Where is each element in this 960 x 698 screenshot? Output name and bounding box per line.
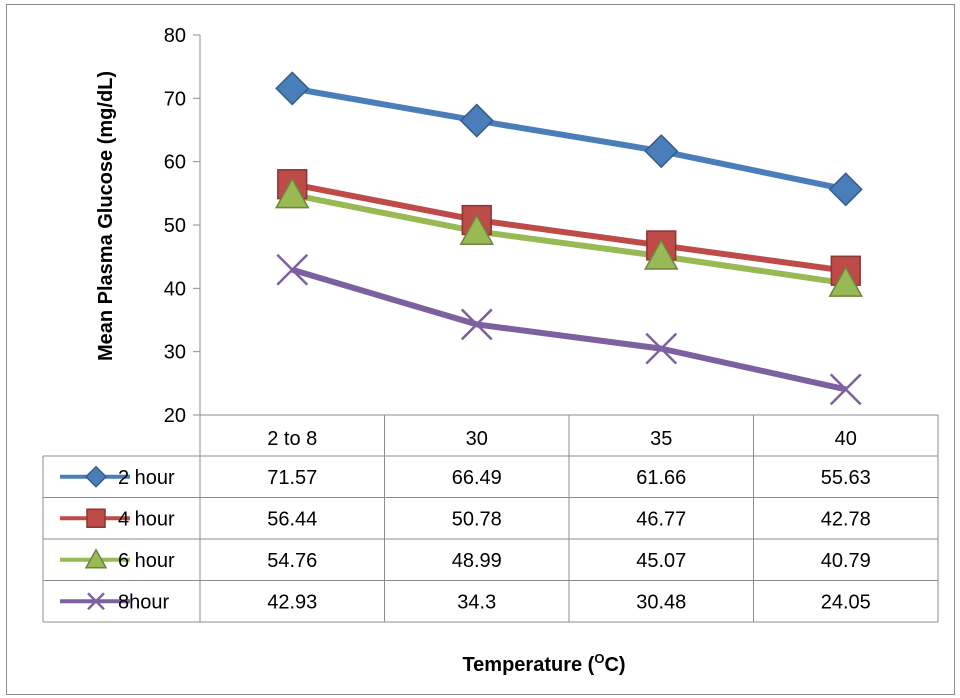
y-tick-label: 50 (164, 215, 186, 237)
x-axis-title-suffix: C) (604, 654, 625, 676)
data-point-3 (276, 253, 309, 286)
table-value: 40.79 (821, 550, 871, 572)
x-marker-stroke (460, 308, 493, 341)
data-point-2 (828, 265, 864, 297)
legend-marker (87, 592, 105, 611)
x-marker-stroke (829, 373, 862, 406)
legend-marker (86, 508, 106, 528)
table-value: 42.93 (267, 591, 317, 613)
series-line-3 (291, 266, 847, 393)
x-marker-stroke (87, 592, 105, 611)
legend-label: 8hour (118, 591, 169, 613)
y-tick-label: 20 (164, 405, 186, 427)
table-value: 24.05 (821, 591, 871, 613)
table-value: 56.44 (267, 508, 317, 530)
x-category-label: 2 to 8 (267, 428, 317, 450)
legend-marker (84, 465, 108, 488)
table-value: 66.49 (452, 467, 502, 489)
data-point-0 (644, 134, 679, 169)
legend-label: 2 hour (118, 467, 175, 489)
data-point-2 (274, 177, 310, 209)
data-point-3 (460, 308, 493, 341)
table-value: 48.99 (452, 550, 502, 572)
table-value: 30.48 (636, 591, 686, 613)
x-category-label: 35 (650, 428, 672, 450)
data-point-3 (829, 373, 862, 406)
series-line-1 (291, 181, 847, 274)
table-value: 55.63 (821, 467, 871, 489)
y-tick-label: 30 (164, 342, 186, 364)
x-axis-title: Temperature (OC) (462, 651, 625, 676)
y-tick-label: 60 (164, 152, 186, 174)
x-marker-stroke (276, 253, 309, 286)
table-value: 46.77 (636, 508, 686, 530)
y-tick-label: 40 (164, 278, 186, 300)
legend-marker (84, 548, 108, 569)
data-point-0 (828, 172, 863, 207)
y-tick-label: 80 (164, 25, 186, 47)
data-point-0 (275, 71, 310, 106)
table-value: 50.78 (452, 508, 502, 530)
table-value: 42.78 (821, 508, 871, 530)
legend-label: 4 hour (118, 508, 175, 530)
x-category-label: 30 (466, 428, 488, 450)
legend-label: 6 hour (118, 550, 175, 572)
series-line-0 (291, 85, 847, 193)
data-point-2 (459, 213, 495, 245)
table-value: 34.3 (457, 591, 496, 613)
x-axis-title-main: Temperature ( (462, 654, 594, 676)
y-tick-label: 70 (164, 88, 186, 110)
data-point-3 (645, 332, 678, 365)
table-value: 71.57 (267, 467, 317, 489)
series-line-2 (291, 191, 847, 287)
table-value: 54.76 (267, 550, 317, 572)
x-marker-stroke (645, 332, 678, 365)
data-point-0 (459, 103, 494, 138)
y-axis-title: Mean Plasma Glucose (mg/dL) (95, 71, 117, 361)
table-value: 61.66 (636, 467, 686, 489)
x-axis-title-superscript: O (594, 651, 604, 666)
x-category-label: 40 (835, 428, 857, 450)
data-point-2 (643, 238, 679, 270)
table-value: 45.07 (636, 550, 686, 572)
